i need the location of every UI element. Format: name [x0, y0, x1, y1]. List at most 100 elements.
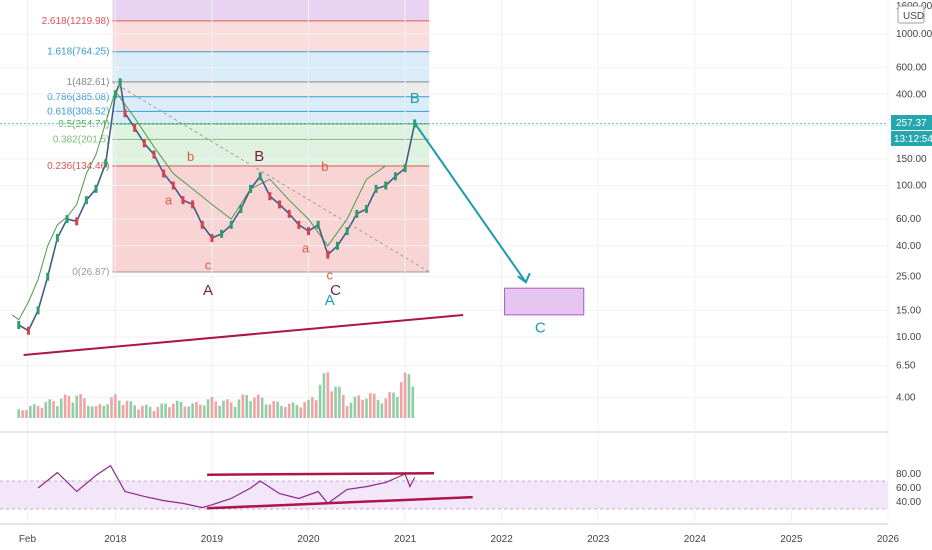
wave-label-c[interactable]: c — [205, 257, 212, 272]
currency-badge[interactable] — [897, 5, 925, 24]
volume-bar — [187, 406, 191, 418]
forecast-target-box[interactable] — [504, 287, 585, 316]
volume-bar — [102, 405, 106, 418]
fib-zone — [112, 20, 430, 52]
volume-bar — [199, 404, 202, 418]
descending-dashed-trendline[interactable] — [112, 81, 430, 273]
candle — [94, 184, 98, 193]
volume-bar — [291, 402, 295, 418]
volume-trendline[interactable] — [23, 314, 464, 356]
volume-bar — [59, 398, 63, 418]
volume-bar — [202, 405, 206, 418]
volume-bar — [334, 386, 337, 418]
fib-zone — [112, 96, 430, 112]
wave-label-a[interactable]: A — [203, 282, 213, 299]
fib-zone — [112, 123, 430, 140]
candle — [220, 229, 224, 238]
rsi-lower-trendline[interactable] — [207, 495, 473, 510]
volume-bar — [330, 391, 333, 418]
wave-label-b[interactable]: b — [321, 159, 328, 174]
rsi-pane[interactable] — [0, 432, 888, 524]
volume-bar — [295, 405, 299, 418]
volume-bar — [63, 394, 67, 418]
wave-label-a[interactable]: a — [302, 241, 310, 256]
wave-label-a[interactable]: a — [165, 192, 173, 207]
candle — [326, 250, 330, 259]
time-tick-label: 2023 — [587, 534, 610, 545]
volume-bar — [121, 404, 125, 418]
rsi-tick-label: 60.00 — [896, 483, 921, 494]
fib-zone — [112, 139, 430, 167]
volume-bar — [326, 372, 330, 418]
candle — [345, 227, 349, 236]
wave-label-b[interactable]: B — [254, 148, 264, 165]
volume-bar — [141, 405, 144, 418]
wave-label-c[interactable]: C — [535, 320, 546, 337]
fib-level-label: 2.618(1219.98) — [42, 16, 110, 27]
wave-label-b[interactable]: B — [410, 90, 420, 107]
price-tick-label: 25.00 — [896, 272, 921, 283]
volume-bar — [384, 398, 388, 418]
price-tick-label: 400.00 — [896, 89, 927, 100]
volume-bar — [280, 405, 283, 418]
fib-level-label: 0.618(308.52) — [47, 106, 109, 117]
volume-bar — [396, 396, 399, 418]
price-tick-label: 1000.00 — [896, 29, 932, 40]
fibonacci-retracement[interactable]: 0(26.87) 0.236(134.46) 0.382(201.5) 0.5(254… — [42, 0, 430, 278]
rsi-upper-trendline[interactable] — [207, 472, 435, 476]
candle — [229, 220, 233, 229]
forecast-arrow-line[interactable] — [413, 122, 527, 283]
candle — [403, 164, 407, 173]
fib-level-label: 0(26.87) — [72, 267, 109, 278]
fib-level-label: 1(482.61) — [67, 77, 110, 88]
rsi-indicator — [0, 464, 888, 510]
volume-bar — [110, 397, 113, 418]
wave-label-c[interactable]: C — [330, 282, 341, 299]
trend-lines[interactable] — [0, 81, 888, 356]
volume-bar — [268, 404, 272, 418]
volume-bar — [44, 402, 48, 418]
wave-label-c[interactable]: c — [327, 267, 334, 282]
volume-bar — [299, 407, 303, 418]
volume-bar — [98, 404, 102, 418]
volume-bar — [175, 400, 179, 418]
volume-bar — [125, 400, 129, 418]
currency-label: USD — [903, 11, 924, 22]
volume-bar — [369, 393, 372, 418]
volume-bar — [249, 401, 252, 418]
candle — [104, 159, 108, 168]
volume-bar — [245, 395, 248, 418]
volume-bar — [117, 400, 121, 418]
candle — [26, 326, 30, 335]
candle — [191, 200, 195, 209]
fib-level-label: 0.786(385.08) — [47, 92, 109, 103]
volume-bar — [94, 406, 98, 418]
volume-bar — [345, 406, 349, 418]
candle — [142, 139, 146, 148]
fib-level-label: 0.236(134.46) — [47, 161, 109, 172]
price-tick-label: 40.00 — [896, 241, 921, 252]
volume-bar — [322, 373, 326, 418]
candle — [118, 78, 122, 87]
forecast-arrow-head — [517, 272, 531, 284]
volume-bar — [222, 400, 225, 418]
rsi-line — [37, 464, 416, 509]
volume-bar — [338, 386, 341, 418]
candle — [307, 227, 311, 236]
volume-bar — [210, 397, 214, 418]
wave-label-a[interactable]: A — [325, 292, 335, 309]
volume-bar — [17, 409, 21, 418]
volume-bar — [67, 395, 71, 418]
volume-bar — [171, 403, 175, 418]
time-tick-label: 2024 — [684, 534, 707, 545]
volume-bar — [353, 396, 357, 418]
volume-bar — [52, 401, 55, 418]
candle — [123, 109, 127, 118]
candle — [55, 234, 59, 243]
time-tick-label: Feb — [19, 534, 37, 545]
wave-label-b[interactable]: b — [187, 149, 194, 164]
rsi-band — [0, 481, 888, 509]
volume-bar — [75, 395, 79, 418]
